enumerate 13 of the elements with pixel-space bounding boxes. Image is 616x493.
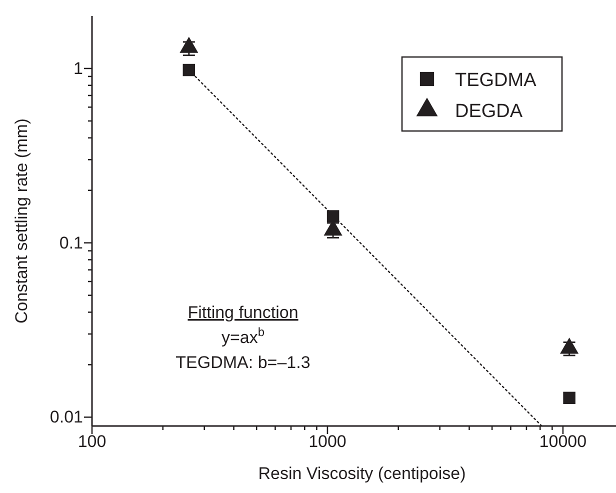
x-tick-label: 100 bbox=[78, 432, 106, 452]
y-tick-label: 0.01 bbox=[50, 408, 83, 427]
annotation: Fitting function bbox=[188, 303, 298, 322]
legend-label: TEGDMA bbox=[455, 70, 537, 91]
x-tick-label: 1000 bbox=[308, 432, 346, 452]
annotation: TEGDMA: b=–1.3 bbox=[176, 353, 310, 372]
y-tick-label: 0.1 bbox=[59, 233, 83, 252]
x-tick-label: 10000 bbox=[539, 432, 587, 452]
x-axis-title: Resin Viscosity (centipoise) bbox=[258, 464, 466, 483]
y-axis-title: Constant settling rate (mm) bbox=[12, 118, 31, 324]
annotation: y=ax$^{b}$ bbox=[221, 325, 265, 347]
y-tick-label: 1 bbox=[74, 58, 83, 78]
legend-label: DEGDA bbox=[455, 101, 523, 122]
